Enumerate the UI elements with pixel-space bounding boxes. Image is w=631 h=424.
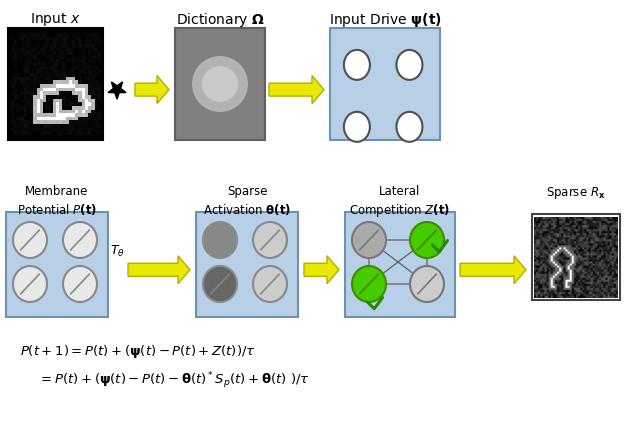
Ellipse shape [203, 266, 237, 302]
Bar [532, 214, 620, 300]
Bar [6, 212, 108, 317]
Text: Sparse $\mathbf{\mathit{R}_x}$: Sparse $\mathbf{\mathit{R}_x}$ [546, 185, 606, 201]
Bar [8, 28, 103, 140]
Ellipse shape [253, 266, 287, 302]
Bar [330, 28, 440, 140]
Text: Input $\mathbf{\mathit{x}}$: Input $\mathbf{\mathit{x}}$ [30, 11, 81, 28]
Ellipse shape [396, 50, 422, 80]
Bar [196, 212, 298, 317]
Text: $P(t+1)= P(t) + (\mathbf{\psi}(t) - P(t) + Z(t)) / \tau$: $P(t+1)= P(t) + (\mathbf{\psi}(t) - P(t)… [20, 343, 256, 360]
Ellipse shape [63, 222, 97, 258]
Ellipse shape [410, 266, 444, 302]
FancyArrow shape [304, 256, 339, 284]
Polygon shape [108, 82, 126, 99]
Circle shape [192, 56, 248, 112]
Text: Lateral
Competition $\mathbf{\mathit{Z}(t)}$: Lateral Competition $\mathbf{\mathit{Z}(… [350, 185, 451, 219]
Ellipse shape [13, 266, 47, 302]
Bar [175, 28, 265, 140]
Text: Input Drive $\mathbf{\psi(t)}$: Input Drive $\mathbf{\psi(t)}$ [329, 11, 442, 29]
Text: Sparse
Activation $\mathbf{\theta(t)}$: Sparse Activation $\mathbf{\theta(t)}$ [203, 185, 291, 217]
Ellipse shape [410, 222, 444, 258]
Text: $\mathit{T}_{\theta}$: $\mathit{T}_{\theta}$ [110, 244, 124, 259]
Ellipse shape [344, 112, 370, 142]
FancyArrow shape [269, 75, 324, 103]
Ellipse shape [396, 112, 422, 142]
Bar [345, 212, 455, 317]
Ellipse shape [63, 266, 97, 302]
Ellipse shape [344, 50, 370, 80]
FancyArrow shape [135, 75, 169, 103]
Circle shape [202, 66, 238, 102]
Ellipse shape [13, 222, 47, 258]
FancyArrow shape [460, 256, 526, 284]
Ellipse shape [352, 266, 386, 302]
Text: Dictionary $\mathbf{\Omega}$: Dictionary $\mathbf{\Omega}$ [175, 11, 264, 29]
FancyArrow shape [128, 256, 190, 284]
Ellipse shape [352, 222, 386, 258]
Ellipse shape [253, 222, 287, 258]
Ellipse shape [203, 222, 237, 258]
Text: Membrane
Potential $\mathbf{\mathit{P}(t)}$: Membrane Potential $\mathbf{\mathit{P}(t… [17, 185, 97, 217]
Text: $= P(t) + (\mathbf{\psi}(t) - P(t) - \mathbf{\theta}(t)^*S_p(t) + \mathbf{\theta: $= P(t) + (\mathbf{\psi}(t) - P(t) - \ma… [38, 370, 310, 391]
